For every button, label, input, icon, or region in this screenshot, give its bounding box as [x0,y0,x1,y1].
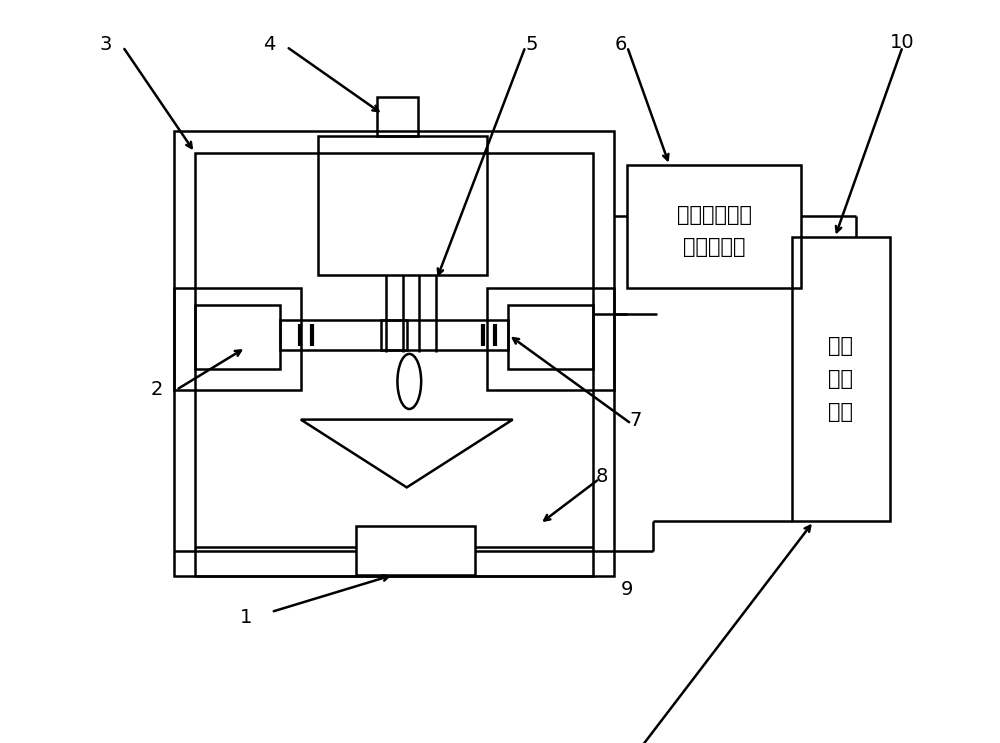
Bar [195,152,593,577]
Bar [280,320,407,350]
Text: 1: 1 [240,608,252,626]
Text: 10: 10 [890,33,915,52]
Bar [195,305,280,369]
Text: 6: 6 [615,35,627,53]
Bar [792,237,890,522]
Bar [318,136,487,276]
Text: 2: 2 [151,380,163,400]
Bar [377,97,418,136]
Text: 9: 9 [621,580,633,599]
Bar [381,320,508,350]
Text: 雾化密封室气
压控制系统: 雾化密封室气 压控制系统 [677,204,752,257]
Bar [174,288,301,390]
Text: 4: 4 [263,35,276,53]
Text: 8: 8 [596,467,608,486]
Bar [627,165,801,288]
Text: 7: 7 [629,411,642,430]
Bar [356,525,475,575]
Text: 惰性
气体
气瓶: 惰性 气体 气瓶 [828,336,853,422]
Text: 3: 3 [100,35,112,53]
Bar [508,305,593,369]
Text: 5: 5 [526,35,538,53]
Bar [174,132,614,577]
Bar [487,288,614,390]
